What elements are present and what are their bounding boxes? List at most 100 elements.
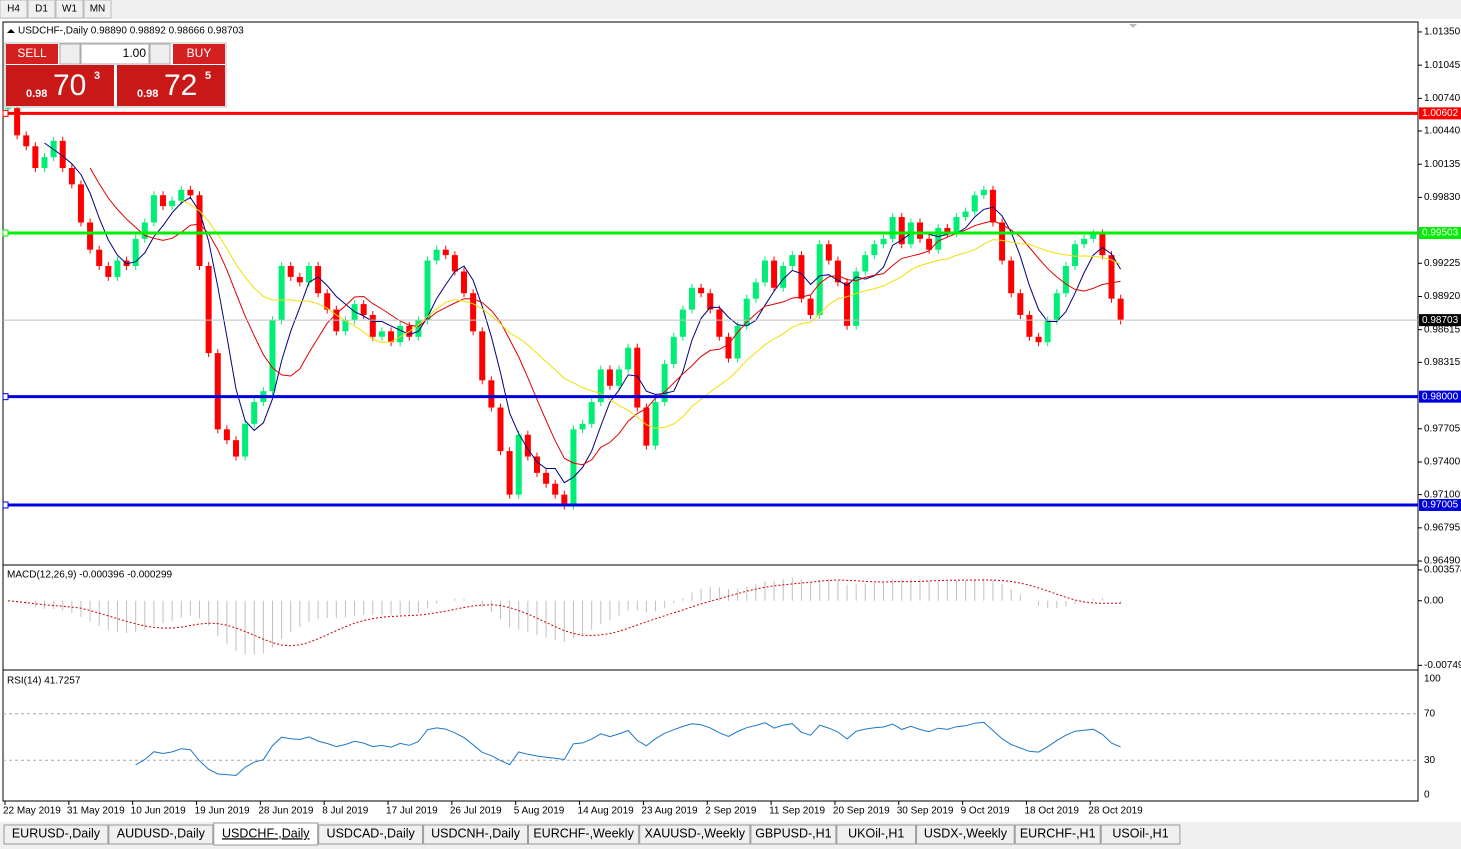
timeframe-bar: [0, 0, 1461, 19]
rsi-title: RSI(14) 41.7257: [7, 676, 81, 687]
candle: [989, 189, 996, 223]
candle: [160, 195, 167, 207]
symbol-tab-label: EURCHF-,Weekly: [533, 826, 634, 840]
candle: [743, 298, 750, 326]
symbol-tab[interactable]: [916, 824, 1015, 845]
candle: [588, 402, 595, 424]
candle: [5, 108, 11, 110]
symbol-tab[interactable]: [750, 824, 837, 845]
symbol-tab-label: USOil-,H1: [1112, 826, 1168, 840]
y-tick-label: 1.00135: [1424, 159, 1461, 170]
candle: [634, 347, 641, 408]
level-label: 0.97005: [1422, 500, 1459, 511]
price-label-bg: [1419, 314, 1461, 327]
level-label-bg: [1419, 498, 1461, 511]
y-tick-label: 1.01350: [1424, 27, 1461, 38]
candle: [844, 282, 851, 326]
candle: [1108, 255, 1115, 299]
candle: [442, 249, 449, 256]
candle: [296, 276, 303, 283]
candle: [1053, 293, 1060, 321]
level-label: 0.99503: [1422, 228, 1459, 239]
moving-average: [181, 199, 1121, 429]
buy-label: BUY: [187, 46, 212, 60]
y-tick-label: 0.003574: [1424, 565, 1461, 576]
symbol-tab[interactable]: [639, 824, 751, 845]
symbol-tab[interactable]: [1014, 824, 1101, 845]
x-tick-label: 28 Jun 2019: [258, 806, 313, 817]
symbol-tab[interactable]: [3, 824, 109, 845]
candle: [41, 157, 48, 169]
symbol-tab[interactable]: [528, 824, 640, 845]
collapse-icon: [7, 29, 15, 33]
candle: [807, 298, 814, 316]
shift-marker: [1129, 24, 1137, 28]
candle: [287, 266, 294, 277]
level-anchor: [2, 501, 9, 509]
candle: [816, 244, 823, 316]
candle: [789, 255, 796, 267]
symbol-tab[interactable]: [423, 824, 529, 845]
symbol-tab[interactable]: [213, 822, 319, 846]
candle: [169, 200, 176, 207]
candle: [278, 266, 285, 321]
chart-title: USDCHF-,Daily 0.98890 0.98892 0.98666 0.…: [18, 26, 244, 37]
candle: [397, 325, 404, 343]
symbol-tab[interactable]: [318, 824, 424, 845]
candle: [369, 315, 376, 337]
symbol-tab[interactable]: [836, 824, 917, 845]
candle: [187, 189, 194, 196]
candle: [834, 260, 841, 283]
x-tick-label: 9 Oct 2019: [961, 806, 1010, 817]
lot-up[interactable]: [149, 43, 171, 65]
candle: [1081, 238, 1088, 245]
candle: [761, 260, 768, 283]
chart-frame: [2, 21, 1419, 802]
symbol-tab[interactable]: [108, 824, 214, 845]
x-tick-label: 28 Oct 2019: [1088, 806, 1143, 817]
candle: [871, 244, 878, 256]
candle: [625, 347, 632, 370]
x-tick-label: 26 Jul 2019: [450, 806, 502, 817]
candle: [178, 189, 185, 201]
candle: [1044, 320, 1051, 343]
lot-down[interactable]: [59, 43, 81, 65]
candle: [1026, 315, 1033, 337]
moving-average: [89, 167, 1121, 466]
y-tick-label: 0: [1424, 790, 1430, 801]
timeframe-button[interactable]: [55, 0, 84, 19]
candle: [944, 227, 951, 234]
candle: [1035, 336, 1042, 343]
timeframe-button[interactable]: [83, 0, 112, 19]
candle: [533, 456, 540, 473]
candle: [898, 217, 905, 245]
timeframe-button[interactable]: [27, 0, 56, 19]
candle: [670, 336, 677, 364]
symbol-tab-label: EURUSD-,Daily: [12, 826, 101, 840]
timeframe-button[interactable]: [0, 0, 28, 19]
y-tick-label: 0.97100: [1424, 489, 1461, 500]
y-tick-label: 0.96795: [1424, 522, 1461, 533]
level-label-bg: [1419, 390, 1461, 403]
y-tick-label: 0.98920: [1424, 291, 1461, 302]
lot-input[interactable]: [80, 43, 150, 65]
candle: [606, 369, 613, 386]
level-label-bg: [1419, 227, 1461, 240]
candle: [360, 304, 367, 316]
symbol-tab-label: USDCAD-,Daily: [327, 826, 416, 840]
symbol-tab[interactable]: [1100, 824, 1181, 845]
bid-box[interactable]: [6, 65, 114, 106]
candle: [87, 222, 94, 250]
candle: [862, 255, 869, 272]
symbol-tab-label: USDCHF-,Daily: [222, 826, 310, 840]
candle: [716, 309, 723, 337]
x-tick-label: 19 Jun 2019: [195, 806, 250, 817]
y-tick-label: 0.99225: [1424, 258, 1461, 269]
ask-box[interactable]: [117, 65, 225, 106]
x-tick-label: 23 Aug 2019: [641, 806, 698, 817]
symbol-tab-label: EURCHF-,H1: [1020, 826, 1096, 840]
buy-button[interactable]: [173, 44, 225, 64]
candle: [388, 331, 395, 343]
sell-button[interactable]: [6, 44, 58, 64]
